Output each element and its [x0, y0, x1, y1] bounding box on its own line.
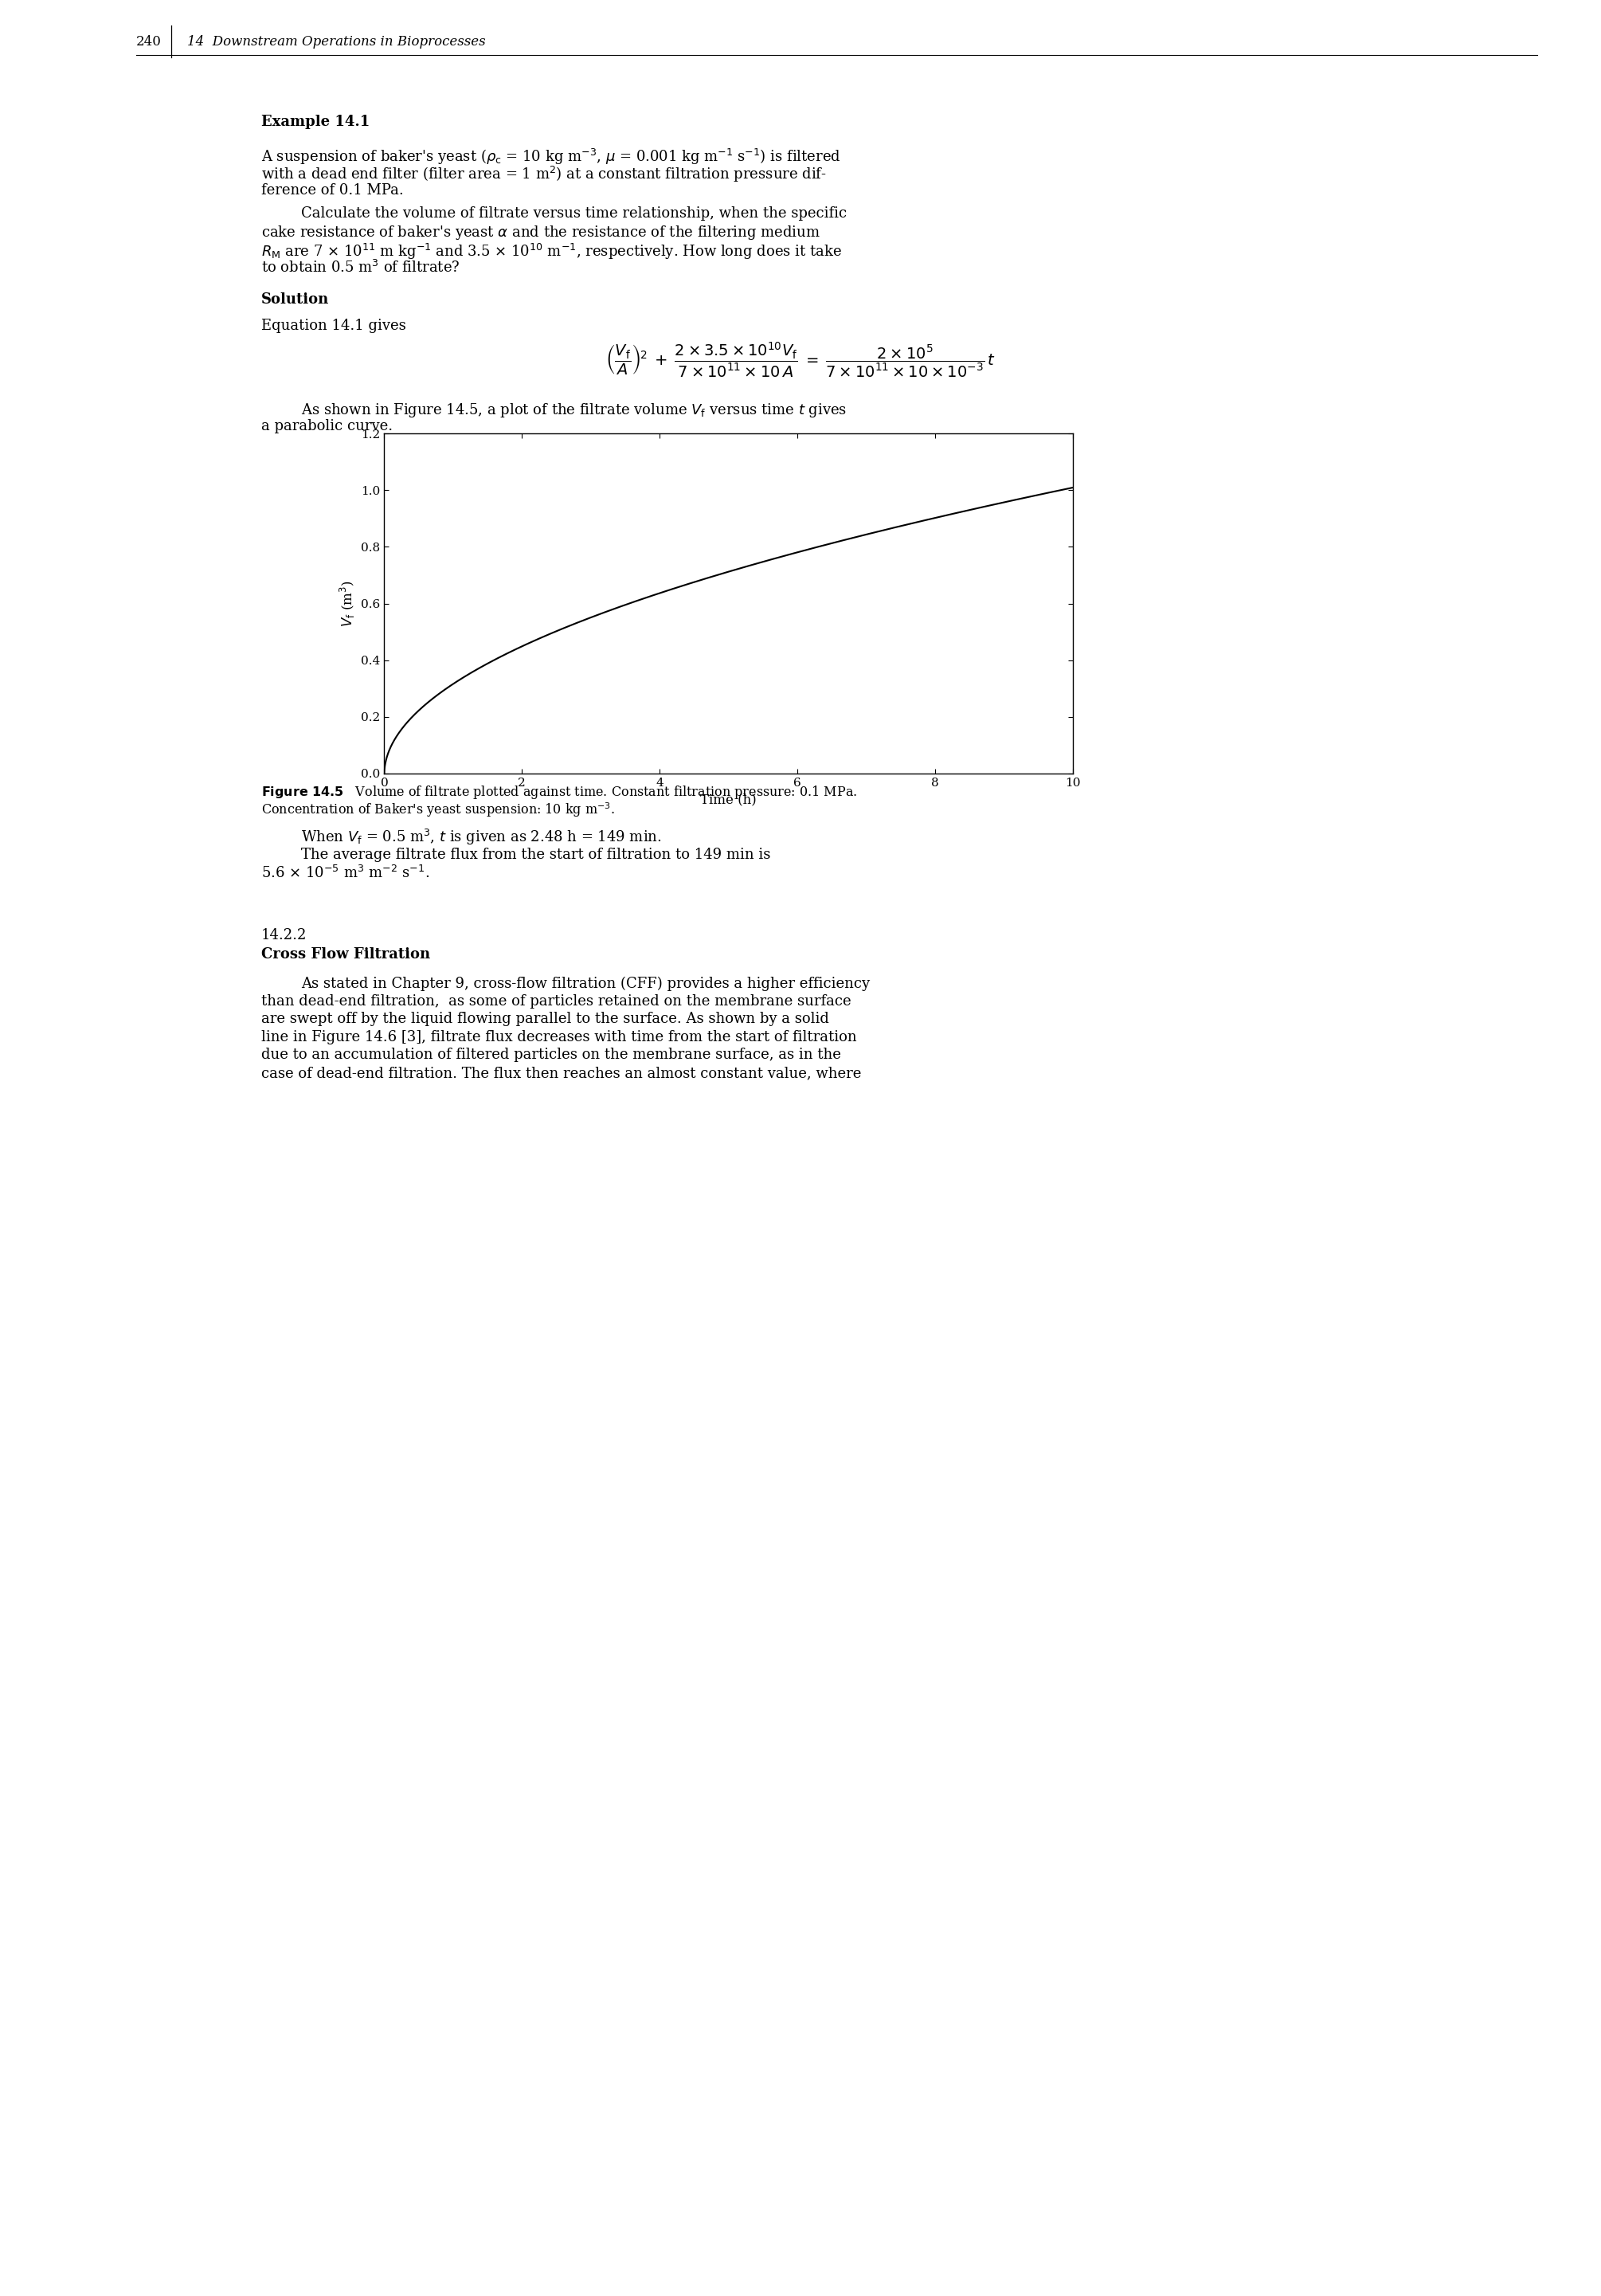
- Text: Concentration of Baker's yeast suspension: 10 kg m$^{-3}$.: Concentration of Baker's yeast suspensio…: [261, 801, 615, 820]
- Text: When $V_\mathrm{f}$ = 0.5 m$^3$, $t$ is given as 2.48 h = 149 min.: When $V_\mathrm{f}$ = 0.5 m$^3$, $t$ is …: [301, 827, 661, 847]
- Text: $\bf{Figure\ 14.5}$   Volume of filtrate plotted against time. Constant filtrati: $\bf{Figure\ 14.5}$ Volume of filtrate p…: [261, 785, 857, 801]
- Y-axis label: $V_\mathrm{f}$ (m$^3$): $V_\mathrm{f}$ (m$^3$): [338, 581, 357, 627]
- Text: are swept off by the liquid flowing parallel to the surface. As shown by a solid: are swept off by the liquid flowing para…: [261, 1013, 829, 1026]
- Text: with a dead end filter (filter area = 1 m$^2$) at a constant filtration pressure: with a dead end filter (filter area = 1 …: [261, 165, 826, 184]
- Text: $R_\mathrm{M}$ are 7 $\times$ 10$^{11}$ m kg$^{-1}$ and 3.5 $\times$ 10$^{10}$ m: $R_\mathrm{M}$ are 7 $\times$ 10$^{11}$ …: [261, 241, 842, 262]
- Text: 5.6 $\times$ 10$^{-5}$ m$^3$ m$^{-2}$ s$^{-1}$.: 5.6 $\times$ 10$^{-5}$ m$^3$ m$^{-2}$ s$…: [261, 866, 429, 882]
- Text: due to an accumulation of filtered particles on the membrane surface, as in the: due to an accumulation of filtered parti…: [261, 1047, 841, 1063]
- Text: 240: 240: [136, 34, 162, 48]
- Text: Example 14.1: Example 14.1: [261, 115, 370, 129]
- Text: As stated in Chapter 9, cross-flow filtration (CFF) provides a higher efficiency: As stated in Chapter 9, cross-flow filtr…: [301, 976, 869, 992]
- Text: As shown in Figure 14.5, a plot of the filtrate volume $V_\mathrm{f}$ versus tim: As shown in Figure 14.5, a plot of the f…: [301, 402, 847, 418]
- Text: 14.2.2: 14.2.2: [261, 928, 307, 941]
- Text: The average filtrate flux from the start of filtration to 149 min is: The average filtrate flux from the start…: [301, 847, 770, 861]
- Text: cake resistance of baker's yeast $\alpha$ and the resistance of the filtering me: cake resistance of baker's yeast $\alpha…: [261, 225, 820, 241]
- Text: case of dead-end filtration. The flux then reaches an almost constant value, whe: case of dead-end filtration. The flux th…: [261, 1065, 861, 1079]
- Text: 14  Downstream Operations in Bioprocesses: 14 Downstream Operations in Bioprocesses: [187, 34, 485, 48]
- Text: line in Figure 14.6 [3], filtrate flux decreases with time from the start of fil: line in Figure 14.6 [3], filtrate flux d…: [261, 1031, 857, 1045]
- Text: to obtain 0.5 m$^3$ of filtrate?: to obtain 0.5 m$^3$ of filtrate?: [261, 259, 459, 276]
- Text: Solution: Solution: [261, 292, 328, 305]
- Text: a parabolic curve.: a parabolic curve.: [261, 420, 392, 434]
- Text: Cross Flow Filtration: Cross Flow Filtration: [261, 948, 431, 962]
- Text: A suspension of baker's yeast ($\rho_\mathrm{c}$ = 10 kg m$^{-3}$, $\mu$ = 0.001: A suspension of baker's yeast ($\rho_\ma…: [261, 147, 841, 165]
- Text: ference of 0.1 MPa.: ference of 0.1 MPa.: [261, 184, 403, 197]
- X-axis label: Time (h): Time (h): [700, 792, 757, 806]
- Text: Calculate the volume of filtrate versus time relationship, when the specific: Calculate the volume of filtrate versus …: [301, 207, 847, 220]
- Text: $\left(\dfrac{V_\mathrm{f}}{A}\right)^{\!2}$$\;+\;\dfrac{2 \times 3.5 \times 10^: $\left(\dfrac{V_\mathrm{f}}{A}\right)^{\…: [605, 340, 996, 379]
- Text: Equation 14.1 gives: Equation 14.1 gives: [261, 319, 405, 333]
- Text: than dead-end filtration,  as some of particles retained on the membrane surface: than dead-end filtration, as some of par…: [261, 994, 850, 1008]
